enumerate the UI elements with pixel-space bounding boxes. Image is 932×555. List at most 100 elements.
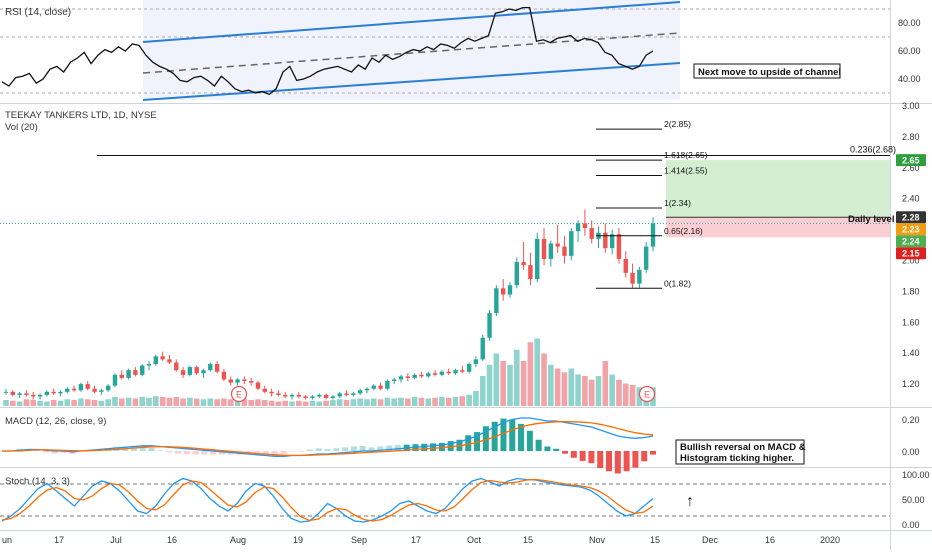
candle bbox=[201, 370, 206, 374]
macd-tick-020: 0.20 bbox=[902, 415, 920, 425]
candle bbox=[133, 370, 138, 375]
candle bbox=[221, 371, 227, 380]
volume-bar bbox=[275, 401, 282, 406]
macd-histogram-bar bbox=[474, 432, 481, 451]
earnings-marker-2[interactable]: E bbox=[638, 385, 656, 403]
macd-histogram-bar bbox=[218, 451, 225, 455]
macd-annotation-1: Bullish reversal on MACD & bbox=[680, 442, 806, 453]
macd-histogram-bar bbox=[623, 451, 630, 472]
stop-zone bbox=[666, 217, 890, 238]
volume-bar bbox=[541, 353, 547, 406]
rsi-tick-80: 80.00 bbox=[898, 18, 921, 28]
volume-bar bbox=[323, 400, 329, 406]
candle bbox=[228, 379, 233, 383]
candle bbox=[303, 396, 308, 399]
candle bbox=[248, 381, 254, 383]
volume-bar bbox=[330, 400, 336, 406]
candle bbox=[153, 356, 159, 365]
candle bbox=[289, 394, 295, 397]
macd-histogram-bar bbox=[60, 451, 67, 453]
rsi-channel-lower bbox=[142, 62, 681, 101]
volume-bar bbox=[139, 397, 146, 406]
volume-bar bbox=[364, 399, 370, 406]
price-badge bbox=[896, 223, 926, 236]
candle bbox=[500, 288, 506, 295]
macd-histogram-bar bbox=[526, 430, 533, 451]
x-axis-label: 17 bbox=[411, 535, 421, 545]
volume-bar bbox=[98, 400, 105, 406]
candle bbox=[317, 394, 322, 397]
target-zone bbox=[666, 160, 890, 218]
macd-tick-000: 0.00 bbox=[902, 447, 920, 457]
volume-bar bbox=[343, 400, 350, 406]
volume-bar bbox=[473, 391, 479, 406]
volume-bar bbox=[91, 400, 98, 406]
macd-annotation-box bbox=[675, 439, 805, 465]
candle bbox=[453, 370, 458, 374]
volume-bar bbox=[3, 400, 9, 406]
price-tick: 1.60 bbox=[902, 317, 920, 327]
candle bbox=[473, 359, 479, 365]
price-tick: 1.40 bbox=[902, 348, 920, 358]
volume-bar bbox=[554, 368, 561, 406]
candle bbox=[480, 337, 485, 360]
macd-histogram-bar bbox=[597, 451, 604, 469]
macd-histogram-bar bbox=[570, 451, 577, 458]
fib-label: 1.414(2.55) bbox=[664, 166, 708, 176]
earnings-marker-1[interactable]: E bbox=[230, 385, 248, 403]
candle bbox=[555, 243, 560, 247]
macd-histogram-bar bbox=[465, 435, 472, 451]
volume-bar bbox=[316, 401, 323, 406]
volume-bar bbox=[241, 399, 248, 406]
volume-bar bbox=[479, 376, 486, 406]
candle bbox=[235, 379, 240, 383]
rsi-line bbox=[1, 6, 654, 96]
macd-histogram-bar bbox=[562, 451, 569, 454]
candle bbox=[330, 396, 336, 399]
candle bbox=[337, 393, 342, 397]
macd-histogram-bar bbox=[350, 446, 357, 451]
candle bbox=[528, 265, 533, 280]
candle bbox=[446, 371, 451, 374]
candle bbox=[412, 374, 417, 378]
candle bbox=[187, 367, 193, 375]
rsi-tick-60: 60.00 bbox=[898, 46, 921, 56]
macd-histogram-bar bbox=[166, 451, 173, 453]
daily-level-label: Daily level bbox=[848, 214, 894, 225]
rsi-title: RSI (14, close) bbox=[5, 7, 71, 18]
volume-bar bbox=[445, 397, 452, 406]
volume-bar bbox=[357, 398, 363, 406]
fib-label: 1(2.34) bbox=[664, 198, 691, 208]
macd-histogram-bar bbox=[210, 451, 217, 455]
volume-bar bbox=[255, 399, 261, 406]
macd-histogram-bar bbox=[544, 446, 551, 451]
candle bbox=[630, 272, 635, 284]
price-badge-label: 2.15 bbox=[902, 249, 920, 259]
macd-histogram-bar bbox=[201, 451, 208, 455]
svg-text:E: E bbox=[644, 390, 650, 400]
volume-bar bbox=[37, 400, 43, 406]
macd-histogram-bar bbox=[139, 446, 146, 451]
candle bbox=[637, 269, 642, 284]
volume-bar bbox=[609, 374, 615, 406]
candle bbox=[194, 367, 199, 374]
volume-bar bbox=[391, 398, 397, 406]
volume-bar bbox=[336, 399, 343, 406]
macd-histogram-bar bbox=[394, 445, 401, 451]
volume-bar bbox=[248, 400, 254, 406]
volume-bar bbox=[486, 364, 493, 406]
candle bbox=[78, 384, 84, 391]
volume-bar bbox=[296, 400, 302, 406]
volume-bar bbox=[575, 374, 581, 406]
macd-histogram-bar bbox=[148, 447, 155, 451]
volume-bar bbox=[57, 400, 64, 406]
volume-bar bbox=[282, 400, 289, 406]
volume-bar bbox=[10, 400, 16, 406]
candle bbox=[85, 384, 90, 389]
volume-bar bbox=[622, 383, 629, 406]
volume-bar bbox=[125, 397, 132, 406]
x-axis-label: Oct bbox=[467, 535, 482, 545]
candle bbox=[650, 223, 656, 247]
candle bbox=[541, 238, 547, 259]
candle bbox=[44, 391, 50, 395]
